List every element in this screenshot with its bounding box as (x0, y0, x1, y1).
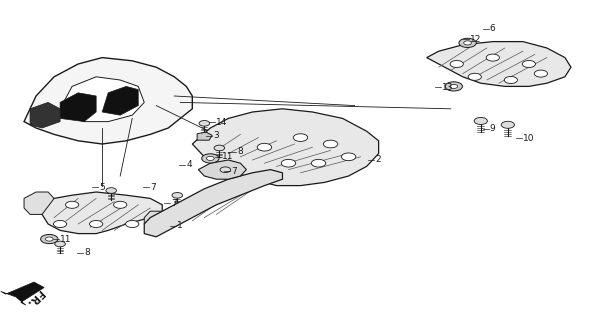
Text: 12: 12 (470, 35, 481, 44)
Text: 10: 10 (523, 134, 534, 143)
Circle shape (214, 145, 225, 151)
Text: 9: 9 (490, 124, 496, 133)
Text: 7: 7 (171, 199, 177, 208)
Polygon shape (24, 58, 192, 144)
Circle shape (450, 84, 457, 88)
Circle shape (464, 41, 471, 45)
Polygon shape (102, 86, 138, 115)
Text: 7: 7 (150, 183, 156, 192)
Circle shape (257, 143, 272, 151)
Circle shape (202, 154, 219, 163)
Circle shape (323, 140, 338, 148)
Polygon shape (197, 132, 212, 140)
Text: 14: 14 (216, 118, 228, 127)
Polygon shape (144, 170, 282, 237)
Circle shape (46, 237, 53, 241)
Text: 3: 3 (213, 132, 219, 140)
Text: 13: 13 (442, 83, 453, 92)
Circle shape (504, 76, 517, 84)
Circle shape (230, 167, 239, 172)
Circle shape (293, 134, 308, 141)
Circle shape (486, 54, 499, 61)
Circle shape (207, 156, 214, 160)
Circle shape (311, 159, 326, 167)
Text: 8: 8 (237, 148, 243, 156)
Text: 6: 6 (490, 24, 496, 33)
Polygon shape (24, 192, 54, 214)
Circle shape (66, 201, 79, 208)
Circle shape (199, 121, 210, 126)
Text: 1: 1 (177, 221, 183, 230)
Circle shape (106, 188, 117, 193)
Circle shape (468, 73, 481, 80)
Circle shape (459, 38, 476, 47)
Polygon shape (1, 282, 44, 305)
Circle shape (126, 220, 139, 228)
Circle shape (450, 60, 463, 68)
Circle shape (53, 220, 67, 228)
Circle shape (114, 201, 127, 208)
Polygon shape (60, 93, 96, 122)
Circle shape (55, 241, 66, 247)
Circle shape (501, 121, 514, 128)
Text: 2: 2 (376, 156, 381, 164)
Text: 7: 7 (231, 167, 237, 176)
Polygon shape (42, 192, 162, 234)
Circle shape (522, 60, 535, 68)
Polygon shape (30, 102, 60, 128)
Text: 11: 11 (60, 235, 72, 244)
Circle shape (212, 167, 221, 172)
Circle shape (90, 220, 103, 228)
Text: 8: 8 (84, 248, 90, 257)
Polygon shape (427, 42, 571, 86)
Text: FR.: FR. (24, 288, 44, 308)
Circle shape (41, 235, 58, 244)
Circle shape (474, 117, 487, 124)
Polygon shape (60, 77, 144, 122)
Circle shape (534, 70, 548, 77)
Circle shape (445, 82, 462, 91)
Text: 4: 4 (186, 160, 192, 169)
Circle shape (281, 159, 296, 167)
Polygon shape (198, 160, 246, 179)
Text: 11: 11 (222, 152, 234, 161)
Circle shape (341, 153, 356, 161)
Text: 5: 5 (99, 183, 105, 192)
Polygon shape (192, 109, 379, 186)
Circle shape (172, 193, 183, 198)
Circle shape (220, 167, 231, 172)
Polygon shape (144, 211, 180, 230)
